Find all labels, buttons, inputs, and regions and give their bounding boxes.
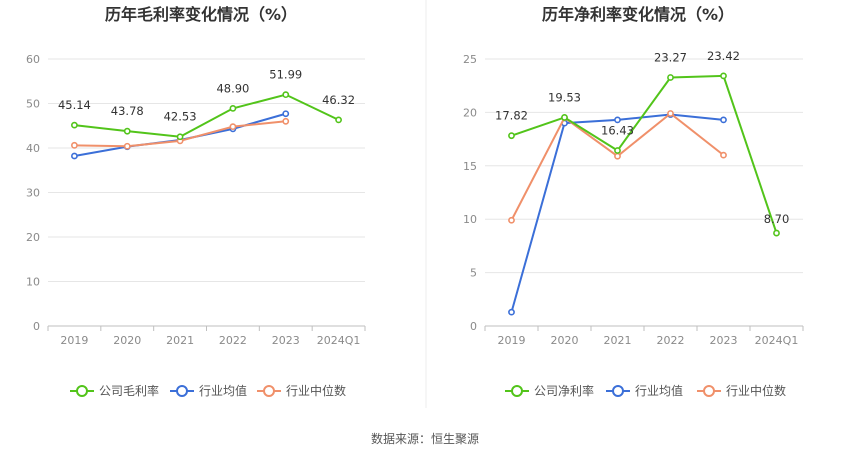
legend-swatch-marker xyxy=(511,385,523,397)
data-point xyxy=(614,152,621,160)
x-tick-label: 2022 xyxy=(219,334,247,347)
data-point xyxy=(508,132,515,140)
data-label: 8.70 xyxy=(764,212,790,226)
data-point xyxy=(667,74,674,81)
y-tick-label: 15 xyxy=(463,160,477,173)
data-label: 42.53 xyxy=(164,110,197,124)
legend-swatch-marker xyxy=(76,385,88,397)
x-tick-label: 2019 xyxy=(60,334,88,347)
x-tick-label: 2021 xyxy=(604,334,632,347)
legend-label: 公司净利率 xyxy=(534,383,594,398)
data-point xyxy=(667,110,674,117)
data-source-note: 数据来源：恒生聚源 xyxy=(371,431,479,446)
y-tick-label: 0 xyxy=(470,320,477,333)
series-line-1 xyxy=(510,113,724,313)
net-margin-chart: 历年净利率变化情况（%） 0 5 10 15 20 25 2019 2020 2021 2022 20… xyxy=(463,5,804,398)
data-point xyxy=(282,117,290,125)
data-point xyxy=(71,141,78,149)
series-line-0 xyxy=(511,74,778,234)
y-tick-label: 20 xyxy=(463,106,477,119)
x-tick-label: 2019 xyxy=(498,334,526,347)
y-tick-label: 10 xyxy=(463,213,477,226)
data-point xyxy=(508,308,515,316)
y-tick-label: 20 xyxy=(26,231,40,244)
x-tick-label: 2024Q1 xyxy=(755,334,799,347)
data-point xyxy=(123,127,131,135)
x-tick-label: 2020 xyxy=(113,334,141,347)
x-tick-label: 2021 xyxy=(166,334,194,347)
data-point xyxy=(123,142,131,150)
gross-margin-chart: 历年毛利率变化情况（%） 0 10 20 30 40 50 60 2019 2020 2021 202… xyxy=(26,5,366,398)
y-tick-label: 10 xyxy=(26,276,40,289)
y-tick-label: 30 xyxy=(26,187,40,200)
data-point xyxy=(720,72,727,80)
data-label: 17.82 xyxy=(495,109,528,123)
data-point xyxy=(720,151,727,159)
data-point xyxy=(282,91,290,99)
legend-label: 公司毛利率 xyxy=(99,383,159,398)
data-label: 51.99 xyxy=(269,68,302,82)
y-tick-label: 0 xyxy=(33,320,40,333)
data-point xyxy=(229,123,237,131)
legend-label: 行业中位数 xyxy=(286,383,346,398)
data-point xyxy=(176,133,184,141)
data-label: 23.42 xyxy=(707,49,740,63)
series-line-0 xyxy=(74,93,340,138)
legend-swatch-marker xyxy=(263,385,275,397)
data-point xyxy=(773,229,780,237)
data-point xyxy=(335,116,342,124)
x-tick-label: 2023 xyxy=(710,334,738,347)
data-label: 45.14 xyxy=(58,98,91,112)
data-label: 48.90 xyxy=(216,81,249,95)
legend-label: 行业均值 xyxy=(199,383,247,398)
y-tick-label: 5 xyxy=(470,267,477,280)
data-point xyxy=(282,110,290,118)
legend-label: 行业均值 xyxy=(635,383,683,398)
data-point xyxy=(229,104,237,112)
data-point xyxy=(71,152,78,160)
data-point xyxy=(508,216,515,224)
legend-swatch-marker xyxy=(612,385,624,397)
x-tick-label: 2020 xyxy=(551,334,579,347)
x-tick-label: 2022 xyxy=(657,334,685,347)
data-point xyxy=(561,114,568,121)
data-label: 16.43 xyxy=(601,124,634,138)
y-tick-label: 50 xyxy=(26,98,40,111)
data-label: 43.78 xyxy=(111,104,144,118)
legend-swatch-marker xyxy=(176,385,188,397)
y-tick-label: 25 xyxy=(463,53,477,66)
data-label: 46.32 xyxy=(322,93,355,107)
legend-label: 行业中位数 xyxy=(726,383,786,398)
x-tick-label: 2023 xyxy=(272,334,300,347)
y-tick-label: 40 xyxy=(26,142,40,155)
data-label: 19.53 xyxy=(548,90,581,104)
legend-swatch-marker xyxy=(703,385,715,397)
x-tick-label: 2024Q1 xyxy=(317,334,361,347)
y-tick-label: 60 xyxy=(26,53,40,66)
data-label: 23.27 xyxy=(654,50,687,64)
data-point xyxy=(614,147,621,154)
chart-title: 历年净利率变化情况（%） xyxy=(542,5,734,24)
data-point xyxy=(720,116,727,124)
chart-title: 历年毛利率变化情况（%） xyxy=(105,5,297,24)
data-point xyxy=(614,116,621,124)
data-point xyxy=(71,121,78,129)
